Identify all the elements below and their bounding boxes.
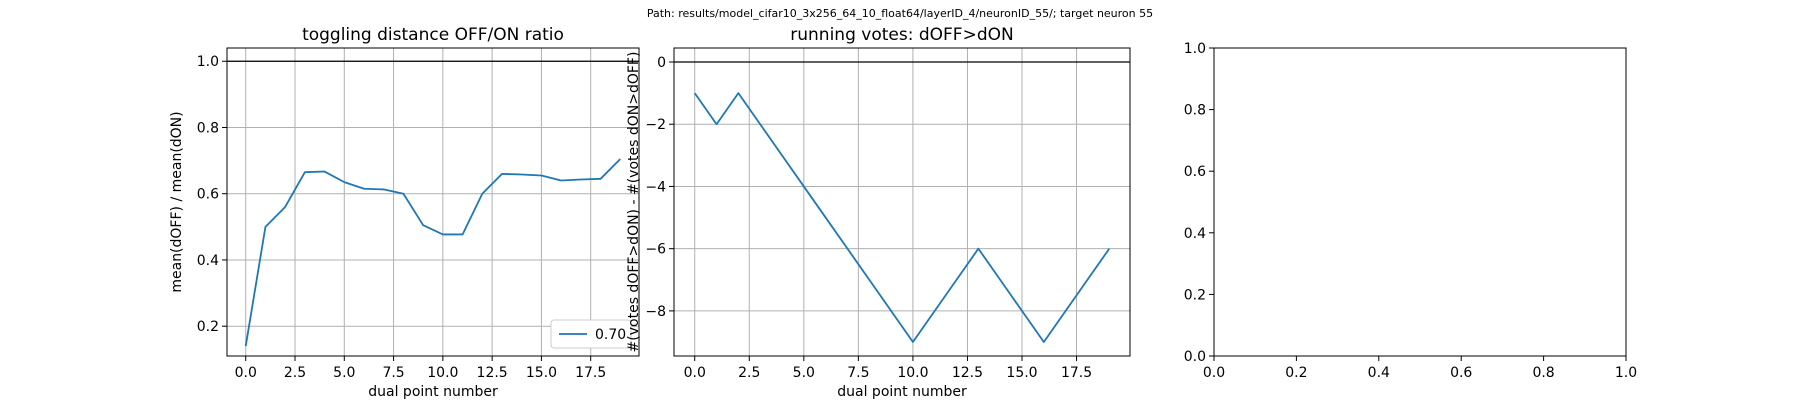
y-tick-label: 1.0: [1184, 41, 1206, 57]
y-tick-label: −8: [645, 304, 666, 320]
x-tick-label: 2.5: [284, 365, 306, 381]
x-tick-label: 17.5: [575, 365, 606, 381]
x-tick-label: 10.0: [897, 365, 928, 381]
y-tick-label: 0.4: [1184, 226, 1206, 242]
series-line: [693, 92, 1111, 343]
legend-box: [550, 319, 632, 349]
y-tick-label: −6: [645, 242, 666, 258]
chart-title: toggling distance OFF/ON ratio: [302, 25, 564, 45]
y-tick-label: 0.6: [1184, 164, 1206, 180]
x-tick-label: 12.5: [952, 365, 983, 381]
y-tick-label: 1.0: [197, 54, 219, 70]
y-tick-label: 0: [657, 55, 666, 71]
y-tick-label: −4: [645, 179, 666, 195]
x-tick-label: 15.0: [526, 365, 557, 381]
x-axis-label: dual point number: [837, 384, 967, 400]
y-tick-label: −2: [645, 117, 666, 133]
x-tick-label: 12.5: [477, 365, 508, 381]
chart-toggling-ratio: 0.0 2.5 5.0 7.5 10.0 12.5 15.0 17.5 0.2 0.4 0.6 0.8…: [169, 25, 640, 400]
x-tick-label: 2.5: [738, 365, 760, 381]
axes-frame: [1213, 47, 1627, 357]
x-tick-label: 7.5: [382, 365, 404, 381]
series-line: [244, 158, 621, 347]
y-tick-label: 0.8: [1184, 103, 1206, 119]
axes-frame: [673, 47, 1131, 357]
x-tick-label: 5.0: [793, 365, 815, 381]
y-axis-label: mean(dOFF) / mean(dON): [169, 111, 185, 292]
x-tick-label: 0.0: [1203, 365, 1225, 381]
legend: 0.70: [550, 319, 632, 349]
x-tick-label: 15.0: [1006, 365, 1037, 381]
x-axis-label: dual point number: [368, 384, 498, 400]
y-tick-label: 0.8: [197, 120, 219, 136]
y-axis-label: #(votes dOFF>dON) - #(votes dON>dOFF): [626, 52, 642, 353]
chart-title: running votes: dOFF>dON: [790, 25, 1013, 45]
x-tick-label: 0.0: [235, 365, 257, 381]
x-tick-label: 0.4: [1368, 365, 1390, 381]
x-tick-label: 7.5: [847, 365, 869, 381]
x-tick-label: 17.5: [1061, 365, 1092, 381]
axes-frame: [226, 47, 640, 357]
y-tick-label: 0.4: [197, 253, 219, 269]
y-tick-label: 0.0: [1184, 349, 1206, 365]
y-tick-label: 0.6: [197, 187, 219, 203]
x-tick-label: 0.0: [684, 365, 706, 381]
x-tick-label: 1.0: [1615, 365, 1637, 381]
y-tick-label: 0.2: [1184, 287, 1206, 303]
chart-empty-axes: 0.0 0.2 0.4 0.6 0.8 1.0 0.0 0.2 0.4 0.6 0.8 1.0: [1184, 41, 1637, 381]
x-tick-label: 5.0: [333, 365, 355, 381]
x-tick-label: 10.0: [427, 365, 458, 381]
x-tick-label: 0.6: [1450, 365, 1472, 381]
chart-running-votes: 0.0 2.5 5.0 7.5 10.0 12.5 15.0 17.5 0 −2 −4 −6 −8 run…: [626, 25, 1131, 400]
x-tick-label: 0.8: [1532, 365, 1554, 381]
x-tick-label: 0.2: [1285, 365, 1307, 381]
figure-suptitle: Path: results/model_cifar10_3x256_64_10_…: [647, 7, 1153, 20]
y-tick-label: 0.2: [197, 319, 219, 335]
legend-label: 0.70: [595, 327, 626, 343]
